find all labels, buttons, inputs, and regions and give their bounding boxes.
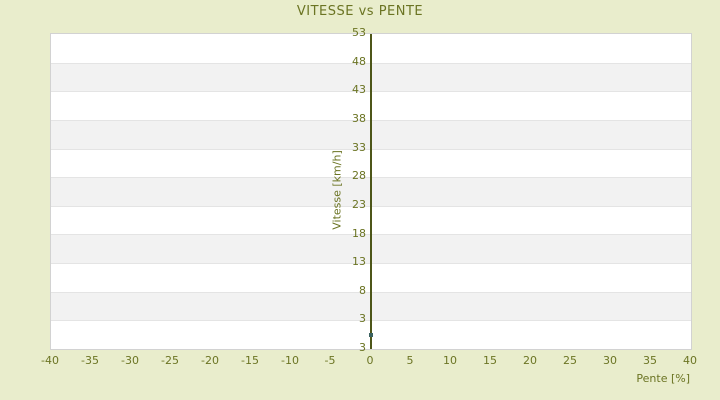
plot-area [50,33,692,350]
y-tick-label: 43 [352,83,366,97]
x-tick-label: -30 [121,354,139,367]
y-tick-label: 48 [352,54,366,68]
x-tick-label: 30 [603,354,617,367]
y-tick-label: 38 [352,111,366,125]
y-tick-label: 3 [359,341,366,354]
chart-title: VITESSE vs PENTE [296,4,424,19]
x-tick-label: 15 [483,354,497,367]
x-tick-label: 10 [443,354,457,367]
x-tick-label: 40 [683,354,697,367]
x-axis-title: Pente [%] [636,372,690,385]
data-point-marker [369,332,373,337]
x-tick-label: 5 [406,354,414,367]
y-axis-title: Vitesse [km/h] [330,150,344,230]
y-tick-label: 53 [352,26,366,39]
y-tick-label: 23 [352,197,366,211]
y-tick-label: 33 [352,140,366,154]
x-tick-label: -5 [324,354,336,367]
y-tick-label: 8 [359,283,366,297]
y-tick-label: 18 [352,226,366,240]
x-tick-label: -40 [41,354,59,367]
y-tick-label: 28 [352,169,366,183]
y-tick-label: 3 [359,312,366,326]
y-axis-line [370,34,372,349]
y-tick-label: 13 [352,255,366,269]
x-tick-label: 20 [523,354,537,367]
x-tick-label: 35 [643,354,657,367]
x-tick-label: 25 [563,354,577,367]
x-tick-label: -15 [241,354,259,367]
x-tick-label: -25 [161,354,179,367]
x-tick-label: -35 [81,354,99,367]
x-tick-label: -10 [281,354,299,367]
x-tick-label: -20 [201,354,219,367]
x-tick-label: 0 [366,354,374,367]
